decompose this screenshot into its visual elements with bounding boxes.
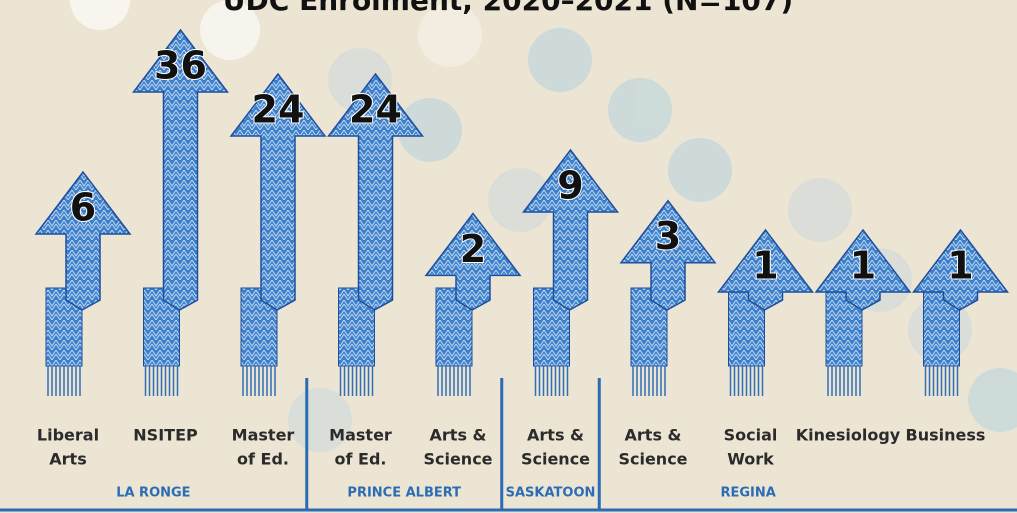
value-label: 2 (460, 227, 486, 271)
category-label: of Ed. (335, 450, 387, 469)
value-label: 24 (252, 88, 305, 132)
category-label: Master (329, 426, 392, 445)
value-label: 1 (947, 244, 973, 288)
arrow-shaft (229, 72, 327, 311)
category-label: Social (724, 426, 778, 445)
category-label: Arts & (430, 426, 487, 445)
arrow (911, 228, 1010, 396)
value-label: 1 (752, 244, 778, 288)
arrow-shaft (326, 72, 425, 311)
arrow-shaft (716, 228, 815, 311)
arrow-shaft (521, 148, 620, 311)
value-label: 24 (349, 88, 402, 132)
value-label: 3 (655, 214, 681, 258)
arrow-shaft (619, 199, 717, 311)
category-label: Kinesiology (796, 426, 901, 445)
category-label: Science (423, 450, 492, 469)
category-label: Master (232, 426, 295, 445)
chart-title: UDC Enrolment, 2020–2021 (N=107) (223, 0, 793, 17)
arrow (34, 170, 132, 396)
arrow-shaft (911, 228, 1010, 311)
category-label: Work (727, 450, 774, 469)
arrow-shaft (131, 28, 230, 311)
group-label: PRINCE ALBERT (347, 486, 461, 501)
category-label: Arts & (527, 426, 584, 445)
value-label: 1 (850, 244, 876, 288)
value-label: 36 (154, 44, 207, 88)
arrow (229, 72, 327, 396)
category-label: Science (618, 450, 687, 469)
group-label: SASKATOON (506, 486, 596, 501)
category-label: Arts & (625, 426, 682, 445)
arrow-shaft (424, 212, 522, 311)
value-label: 6 (70, 186, 96, 230)
arrow (814, 228, 912, 396)
arrow (326, 72, 425, 396)
category-label: Business (906, 426, 986, 445)
group-label: LA RONGE (116, 486, 190, 501)
category-label: Science (521, 450, 590, 469)
category-label: Arts (49, 450, 86, 469)
category-label: Liberal (37, 426, 99, 445)
arrow (521, 148, 620, 396)
arrow-shaft (34, 170, 132, 311)
arrow (131, 28, 230, 396)
category-label: NSITEP (133, 426, 198, 445)
arrow (424, 212, 522, 396)
arrow-shaft (814, 228, 912, 311)
category-label: of Ed. (237, 450, 289, 469)
arrow (716, 228, 815, 396)
value-label: 9 (557, 164, 583, 208)
group-label: REGINA (720, 486, 775, 501)
arrow (619, 199, 717, 396)
